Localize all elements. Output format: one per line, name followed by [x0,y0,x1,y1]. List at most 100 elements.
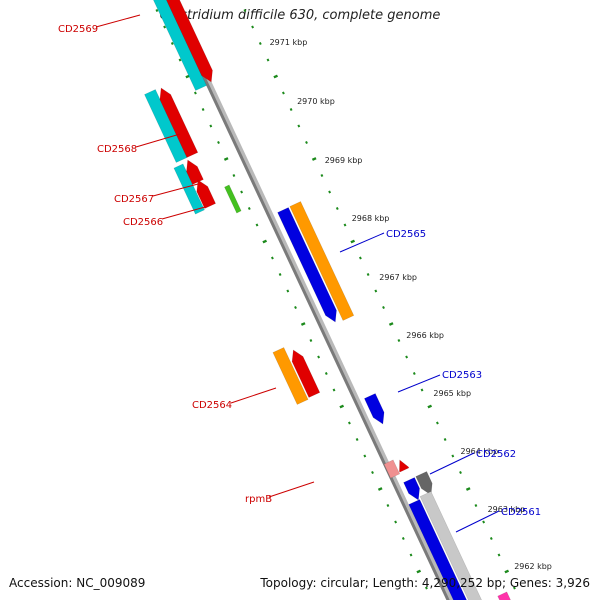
gene-leader-line [455,510,500,533]
scale-dot-right [297,124,301,128]
genome-title: Clostridium difficile 630, complete geno… [159,8,441,23]
scale-dot-right [397,338,401,343]
feature-green-cd2566 [224,184,242,214]
scale-dot-right [436,421,439,425]
gene-label-cd2561: CD2561 [501,507,541,518]
scale-dot-left [178,58,182,62]
scale-dot-right [513,586,516,590]
scale-dot-right [311,157,317,161]
feature-red-cd2568 [159,87,199,158]
scale-dot-left [232,173,236,178]
gene-label-cd2562: CD2562 [476,449,516,460]
feature-blue-cd2561 [408,499,467,600]
gene-label-cd2565: CD2565 [386,229,426,240]
scale-dot-left [270,256,274,260]
scale-dot-left [425,586,428,590]
scale-dot-left [401,536,405,541]
feature-red-cd2564 [291,349,321,398]
scale-dot-left [155,8,159,13]
feature-orange-cd2565 [289,201,355,321]
scale-dot-left [262,239,268,244]
scale-dot-right [443,437,447,442]
scale-dot-right [358,256,362,260]
scale-dot-left [355,437,359,442]
scale-dot-right [497,553,501,557]
scale-dot-left [348,421,351,425]
scale-dot-right [388,322,394,326]
scale-dot-right [335,206,339,211]
scale-dot-left [193,91,197,95]
scale-dot-left [324,371,328,376]
scale-dot-left [309,338,313,343]
scale-dot-right [243,8,247,13]
scale-dot-right [343,223,347,227]
gene-leader-line [429,452,475,475]
feature-orange-cd2564 [272,347,309,405]
scale-dot-left [371,470,374,475]
feature-grey-cd2562 [415,471,433,496]
feature-cyan-1 [153,0,207,91]
gene-label-cd2563: CD2563 [442,370,482,381]
scale-dot-right [366,272,370,277]
feature-cyan-2 [144,89,188,163]
scale-label: 2962 kbp [514,562,552,571]
scale-label: 2971 kbp [270,38,308,47]
feature-blue-cd2563 [364,393,385,425]
gene-label-cd2566: CD2566 [123,217,163,228]
feature-blue-cd2565 [277,207,337,323]
feature-grey-cd2561 [419,491,482,600]
scale-dot-left [223,157,229,161]
scale-dot-right [374,289,378,293]
scale-dot-right [420,388,424,392]
scale-dot-right [451,454,455,458]
scale-dot-left [363,454,367,458]
scale-dot-left [286,289,290,293]
scale-label: 2968 kbp [352,214,390,223]
scale-dot-left [240,190,244,194]
gene-label-cd2564: CD2564 [192,400,232,411]
scale-dot-left [209,124,213,128]
scale-dot-left [386,503,390,508]
scale-dot-left [163,25,167,29]
scale-dot-right [489,536,493,541]
scale-dot-left [416,569,422,574]
feature-blue-cd2562 [403,477,420,501]
scale-dot-right [305,140,308,145]
scale-dot-right [350,239,356,244]
gene-label-cd2568: CD2568 [97,144,137,155]
scale-dot-right [281,91,285,95]
scale-dot-right [474,503,478,508]
scale-dot-left [294,305,297,310]
scale-dot-right [289,107,293,112]
scale-dot-left [409,553,413,557]
scale-dot-left [394,520,398,524]
gene-label-cd2569: CD2569 [58,24,98,35]
scale-dot-left [300,322,306,326]
scale-dot-right [405,355,409,359]
scale-dot-left [247,206,251,211]
gene-leader-line [339,232,385,253]
feature-pink-rpmb [383,459,401,479]
feature-red-rpmb [399,459,410,473]
scale-label: 2965 kbp [433,389,471,398]
feature-cyan-3 [173,163,205,215]
backbone-line [166,0,450,600]
scale-dot-left [339,404,345,409]
feature-pink-bottom [497,591,511,600]
scale-dot-right [465,487,471,491]
gene-leader-line [135,133,181,148]
scale-dot-right [459,470,462,475]
gene-label-cd2567: CD2567 [114,194,154,205]
scale-label: 2969 kbp [325,156,363,165]
scale-dot-left [201,107,205,112]
scale-label: 2970 kbp [297,97,335,106]
scale-label: 2964 kbp [461,447,499,456]
gene-label-rpmb: rpmB [245,494,272,505]
scale-dot-right [504,569,510,574]
genome-stats: Topology: circular; Length: 4,290,252 bp… [260,576,590,590]
gene-leader-line [268,481,315,498]
accession-label: Accession: NC_009089 [9,576,146,590]
scale-dot-right [427,404,433,409]
feature-red-cd2569 [166,0,213,83]
